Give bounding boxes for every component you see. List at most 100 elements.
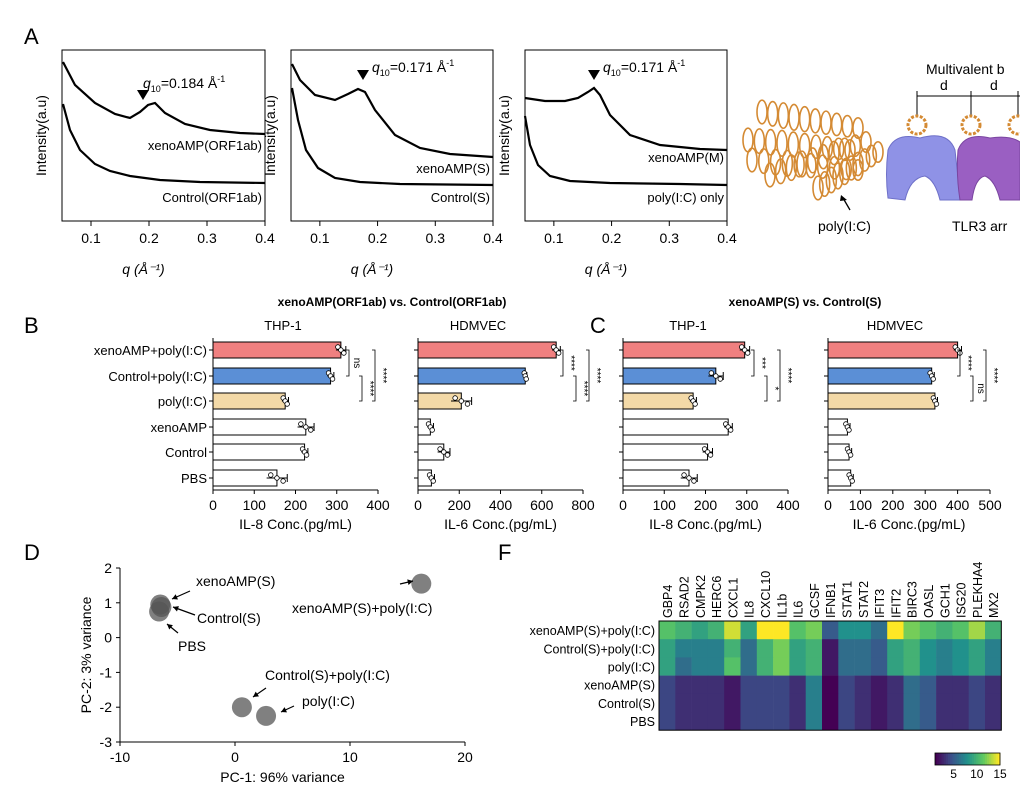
arrow-head [253, 691, 259, 697]
heatmap-cell [968, 621, 986, 640]
significance-label: ns [975, 383, 986, 394]
lower-curve-label: Control(S) [431, 190, 490, 205]
heatmap-cell [740, 657, 758, 676]
heatmap-cell [903, 675, 921, 695]
replicate-point [727, 427, 734, 433]
x-tick-label: 0.2 [602, 230, 622, 246]
heatmap-cell [838, 639, 855, 658]
heatmap-frame [658, 620, 1002, 731]
heatmap-column-label: GBP4 [661, 585, 675, 618]
heatmap-cell [691, 712, 709, 731]
bar-chart-2: HDMVEC 0 200 400 600 800 IL-6 Conc.(pg/mL) ****… [414, 318, 602, 532]
upper-curve-label: xenoAMP(S) [416, 161, 490, 176]
heatmap-cell [789, 712, 806, 731]
panel-b-title: xenoAMP(ORF1ab) vs. Control(ORF1ab) [278, 295, 507, 309]
heatmap-cell [936, 693, 953, 713]
heatmap-cell [936, 639, 953, 658]
significance-label: **** [377, 368, 388, 384]
point-label: Control(S)+poly(I:C) [265, 667, 390, 683]
bar [622, 443, 709, 461]
replicate-point [458, 398, 465, 404]
heatmap-column-label: IL1b [775, 594, 789, 618]
significance-label: **** [962, 355, 973, 371]
significance-bracket [560, 349, 564, 377]
heatmap-cell [675, 621, 692, 640]
category-label: poly(I:C) [158, 394, 207, 409]
heatmap-row-label: Control(S)+poly(I:C) [544, 642, 656, 656]
heatmap-cell [724, 639, 741, 658]
heatmap-cell [724, 657, 741, 676]
heatmap-cell [952, 693, 969, 713]
arrow-head [407, 579, 413, 585]
heatmap-row-label: Control(S) [598, 697, 655, 711]
colorbar-segment [987, 753, 990, 765]
heatmap-cell [675, 712, 692, 731]
heatmap-cell [773, 712, 790, 731]
x-tick-label: 0.3 [426, 230, 446, 246]
helix-turn [796, 150, 808, 178]
heatmap-column-label: STAT2 [857, 581, 871, 618]
arrow-head [172, 594, 178, 600]
helix-turn [821, 135, 834, 160]
colorbar-segment [984, 753, 988, 765]
helix-turn [852, 151, 864, 177]
heatmap-cell [707, 712, 725, 731]
significance-bracket [957, 349, 961, 377]
helix-turn [756, 99, 768, 125]
colorbar-segment [956, 753, 960, 765]
bar [622, 418, 729, 436]
heatmap-cell [756, 675, 774, 695]
x-axis-label: IL-8 Conc.(pg/mL) [239, 516, 352, 532]
heatmap-cell [952, 621, 969, 640]
colorbar-segment [982, 753, 986, 765]
significance-bracket [372, 349, 376, 402]
heatmap-cell [936, 657, 953, 676]
panel-label-b: B [24, 313, 39, 338]
heatmap-cell [854, 657, 872, 676]
helix-cross-section-2 [960, 114, 982, 136]
bar [212, 443, 306, 461]
x-tick-label: 800 [571, 497, 595, 513]
replicate-point [464, 401, 471, 407]
heatmap-cell [724, 621, 741, 640]
colorbar-segment [965, 753, 968, 765]
bar [827, 443, 850, 461]
heatmap-column-label: STAT1 [840, 581, 854, 618]
helix-turn [838, 158, 851, 186]
heatmap-cell [707, 675, 725, 695]
heatmap-cell [870, 639, 888, 658]
heatmap-cell [805, 693, 823, 713]
chart-title: HDMVEC [867, 318, 923, 333]
replicate-point [707, 452, 714, 458]
heatmap-cell [659, 657, 676, 676]
colorbar-frame [934, 752, 1001, 766]
heatmap-cell [740, 693, 758, 713]
colorbar-segment [995, 753, 999, 765]
heatmap-cell [659, 712, 676, 731]
significance-bracket [970, 375, 974, 402]
heatmap-cell [919, 657, 937, 676]
heatmap-cell [789, 639, 806, 658]
helix-turn [852, 117, 864, 140]
category-label: Control [165, 445, 207, 460]
significance-bracket [346, 349, 350, 377]
heatmap-cell [724, 712, 741, 731]
replicate-point [268, 472, 274, 478]
x-tick-label: 0.2 [139, 230, 159, 246]
heatmap-cell [903, 621, 921, 640]
heatmap-cell [773, 657, 790, 676]
peak-label: q10=0.171 Å-1 [372, 58, 454, 78]
heatmap-cell [919, 639, 937, 658]
control-curve [290, 87, 494, 187]
colorbar-segment [937, 753, 940, 765]
heatmap-cell [936, 675, 953, 695]
replicate-point [284, 401, 290, 407]
y-tick-label: -3 [100, 734, 113, 750]
bar [212, 367, 332, 385]
heatmap-cell [936, 712, 953, 731]
colorbar-segment [941, 753, 945, 765]
heatmap-cell [919, 675, 937, 695]
replicate-point [686, 475, 692, 481]
heatmap-cell [740, 639, 758, 658]
